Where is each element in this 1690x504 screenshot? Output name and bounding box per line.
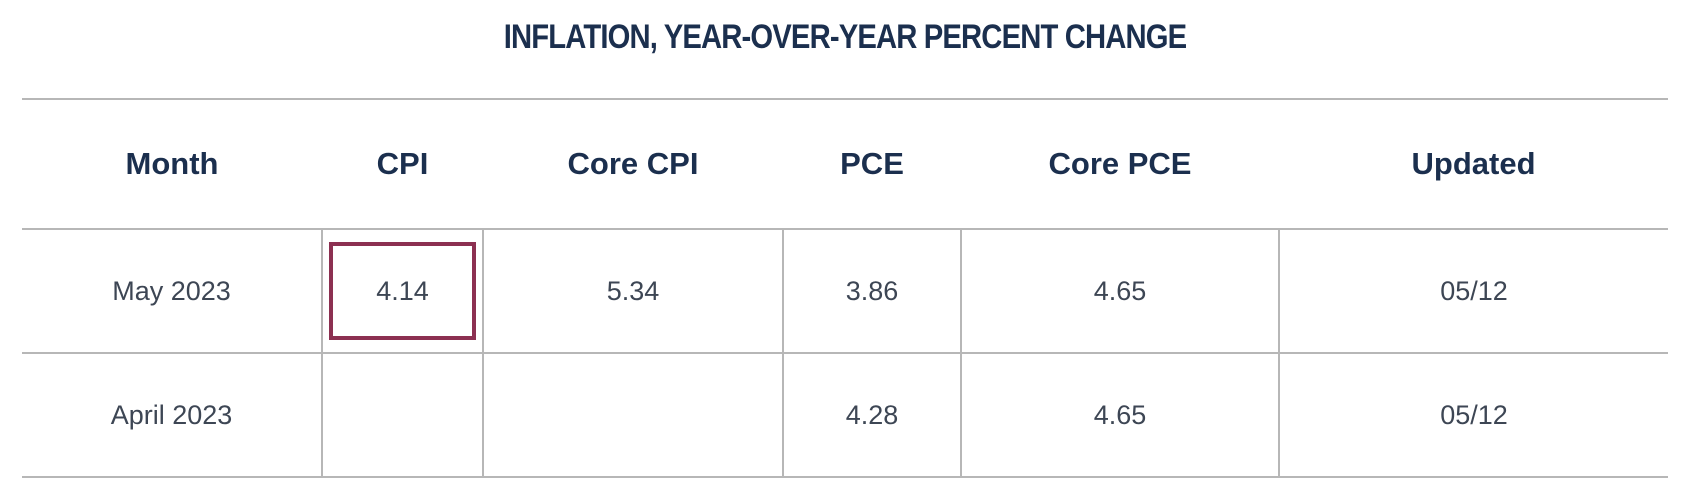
cell-month: May 2023 <box>112 275 231 306</box>
cell-core-cpi: 5.34 <box>482 229 783 353</box>
column-header-core-cpi: Core CPI <box>483 99 783 230</box>
cell-core-pce: 4.65 <box>960 229 1279 353</box>
cell-cpi-value: 4.14 <box>376 275 429 306</box>
inflation-table: Month CPI Core CPI PCE Core PCE Updated … <box>22 98 1668 478</box>
column-header-month: Month <box>22 99 322 230</box>
column-header-core-pce: Core PCE <box>961 99 1279 230</box>
column-header-updated: Updated <box>1279 99 1668 230</box>
cell-core-pce: 4.65 <box>960 353 1279 477</box>
table-title: INFLATION, YEAR-OVER-YEAR PERCENT CHANGE <box>503 18 1187 56</box>
cell-cpi <box>321 353 483 477</box>
cell-month: April 2023 <box>110 399 233 430</box>
table-row: May 2023 4.14 5.34 3.86 4.65 05/12 <box>22 229 1668 353</box>
cell-pce: 4.28 <box>782 353 961 477</box>
column-header-cpi: CPI <box>322 99 483 230</box>
cell-core-cpi <box>482 353 783 477</box>
cell-updated: 05/12 <box>1278 229 1668 353</box>
column-header-pce: PCE <box>783 99 961 230</box>
table-header-row: Month CPI Core CPI PCE Core PCE Updated <box>22 99 1668 230</box>
highlighted-cell-box: 4.14 <box>329 242 476 340</box>
table-row: April 2023 4.28 4.65 05/12 <box>22 353 1668 477</box>
cell-cpi: 4.14 <box>321 229 483 353</box>
cell-pce: 3.86 <box>782 229 961 353</box>
cell-updated: 05/12 <box>1278 353 1668 477</box>
inflation-table-container: Month CPI Core CPI PCE Core PCE Updated … <box>22 98 1668 478</box>
